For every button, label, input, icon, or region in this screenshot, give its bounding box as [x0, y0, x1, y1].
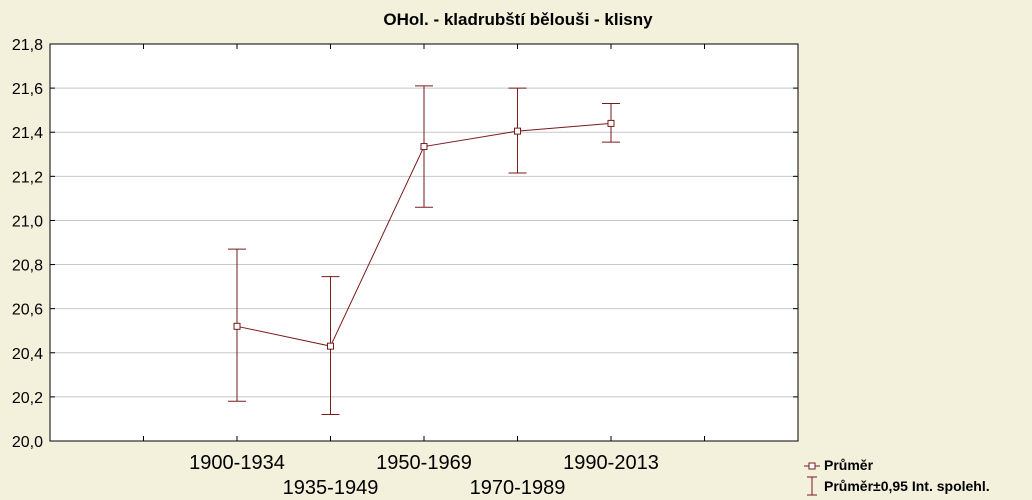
x-tick-label: 1950-1969	[376, 452, 472, 474]
y-tick-label: 20,6	[12, 302, 43, 319]
series-mean	[228, 85, 620, 416]
data-point	[607, 119, 615, 127]
y-tick-label: 21,6	[12, 81, 43, 98]
y-tick-label: 21,0	[12, 213, 43, 230]
y-axis-ticks: 20,0 20,2 20,4 20,6 20,8 21,0 21,2 21,4 21,6 21,8	[12, 37, 798, 451]
data-point	[514, 127, 521, 135]
y-tick-label: 20,8	[12, 258, 43, 275]
y-tick-label: 21,2	[12, 169, 43, 186]
y-tick-label: 21,8	[12, 37, 43, 54]
data-point	[420, 143, 428, 151]
x-tick-label: 1990-2013	[563, 452, 659, 474]
legend-mean-marker	[808, 462, 816, 470]
data-point	[233, 322, 241, 330]
legend-errorbar-label: Průměr±0,95 Int. spolehl.	[824, 478, 990, 494]
x-tick-label: 1900-1934	[189, 452, 285, 474]
data-point	[327, 342, 334, 350]
y-tick-label: 21,4	[12, 125, 43, 142]
y-tick-label: 20,2	[12, 390, 43, 407]
legend: Průměr Průměr±0,95 Int. spolehl.	[804, 457, 990, 496]
x-axis-ticks: 1900-1934 1935-1949 1950-1969 1970-1989 1990…	[143, 44, 705, 499]
legend-mean-label: Průměr	[824, 457, 874, 473]
x-tick-label: 1935-1949	[283, 477, 379, 499]
y-tick-label: 20,4	[12, 346, 43, 363]
y-tick-label: 20,0	[12, 434, 43, 451]
chart-title: OHol. - kladrubští bělouši - klisny	[383, 10, 653, 29]
x-tick-label: 1970-1989	[470, 477, 566, 499]
